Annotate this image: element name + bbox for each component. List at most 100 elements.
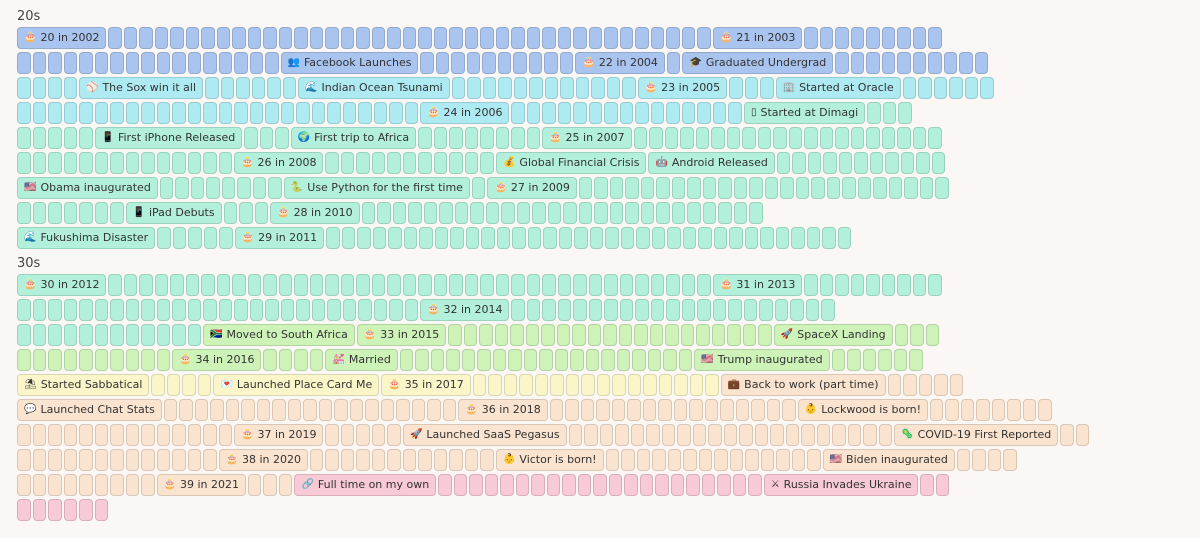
- week-cell[interactable]: [897, 27, 911, 49]
- week-cell[interactable]: [959, 52, 973, 74]
- week-cell[interactable]: [671, 177, 686, 199]
- week-cell[interactable]: [48, 102, 62, 124]
- week-cell[interactable]: [340, 152, 355, 174]
- event-week[interactable]: 🎂 38 in 2020: [218, 449, 308, 471]
- week-cell[interactable]: [557, 27, 572, 49]
- week-cell[interactable]: [265, 299, 279, 321]
- week-cell[interactable]: [565, 399, 579, 421]
- week-cell[interactable]: [182, 374, 196, 396]
- week-cell[interactable]: [656, 202, 670, 224]
- week-cell[interactable]: [695, 127, 710, 149]
- week-cell[interactable]: [123, 27, 138, 49]
- week-cell[interactable]: [433, 152, 448, 174]
- week-cell[interactable]: [980, 77, 994, 99]
- week-cell[interactable]: [811, 177, 825, 199]
- week-cell[interactable]: [742, 324, 757, 346]
- week-cell[interactable]: [451, 52, 465, 74]
- week-cell[interactable]: [650, 299, 665, 321]
- week-cell[interactable]: [480, 449, 494, 471]
- week-cell[interactable]: [573, 102, 587, 124]
- week-cell[interactable]: [32, 424, 46, 446]
- event-week[interactable]: 🎓 Graduated Undergrad: [682, 52, 834, 74]
- week-cell[interactable]: [17, 152, 31, 174]
- week-cell[interactable]: [795, 177, 810, 199]
- week-cell[interactable]: [897, 127, 911, 149]
- week-cell[interactable]: [635, 27, 649, 49]
- week-cell[interactable]: [110, 299, 124, 321]
- week-cell[interactable]: [760, 227, 774, 249]
- week-cell[interactable]: [733, 177, 748, 199]
- week-cell[interactable]: [701, 474, 716, 496]
- week-cell[interactable]: [79, 349, 93, 371]
- week-cell[interactable]: [467, 77, 481, 99]
- week-cell[interactable]: [729, 77, 743, 99]
- week-cell[interactable]: [634, 324, 648, 346]
- week-cell[interactable]: [912, 27, 927, 49]
- week-cell[interactable]: [826, 177, 841, 199]
- week-cell[interactable]: [633, 127, 648, 149]
- week-cell[interactable]: [655, 474, 669, 496]
- week-cell[interactable]: [702, 177, 717, 199]
- week-cell[interactable]: [495, 127, 510, 149]
- week-cell[interactable]: [387, 274, 401, 296]
- week-cell[interactable]: [543, 227, 557, 249]
- week-cell[interactable]: [557, 274, 572, 296]
- week-cell[interactable]: [349, 399, 364, 421]
- week-cell[interactable]: [311, 102, 325, 124]
- week-cell[interactable]: [280, 299, 294, 321]
- week-cell[interactable]: [325, 274, 339, 296]
- week-cell[interactable]: [744, 227, 759, 249]
- week-cell[interactable]: [902, 77, 917, 99]
- week-cell[interactable]: [665, 324, 679, 346]
- week-cell[interactable]: [606, 77, 621, 99]
- week-cell[interactable]: [139, 27, 153, 49]
- week-cell[interactable]: [666, 27, 680, 49]
- week-cell[interactable]: [464, 274, 479, 296]
- week-cell[interactable]: [627, 374, 642, 396]
- week-cell[interactable]: [156, 52, 170, 74]
- week-cell[interactable]: [640, 177, 655, 199]
- week-cell[interactable]: [650, 102, 665, 124]
- week-cell[interactable]: [501, 202, 515, 224]
- week-cell[interactable]: [804, 274, 818, 296]
- week-cell[interactable]: [909, 349, 923, 371]
- week-cell[interactable]: [418, 152, 432, 174]
- week-cell[interactable]: [894, 324, 909, 346]
- week-cell[interactable]: [897, 52, 911, 74]
- week-cell[interactable]: [79, 152, 93, 174]
- week-cell[interactable]: [928, 274, 942, 296]
- week-cell[interactable]: [790, 299, 804, 321]
- week-cell[interactable]: [847, 349, 861, 371]
- week-cell[interactable]: [832, 424, 846, 446]
- week-cell[interactable]: [925, 324, 940, 346]
- week-cell[interactable]: [712, 299, 727, 321]
- week-cell[interactable]: [218, 152, 232, 174]
- week-cell[interactable]: [544, 77, 559, 99]
- week-cell[interactable]: [387, 449, 401, 471]
- week-cell[interactable]: [63, 449, 77, 471]
- week-cell[interactable]: [702, 202, 717, 224]
- week-cell[interactable]: [819, 27, 834, 49]
- week-cell[interactable]: [712, 102, 727, 124]
- week-cell[interactable]: [94, 424, 108, 446]
- week-cell[interactable]: [388, 227, 402, 249]
- week-cell[interactable]: [404, 299, 418, 321]
- week-cell[interactable]: [681, 27, 696, 49]
- week-cell[interactable]: [185, 27, 200, 49]
- week-cell[interactable]: [542, 299, 556, 321]
- week-cell[interactable]: [125, 349, 139, 371]
- week-cell[interactable]: [760, 77, 774, 99]
- week-cell[interactable]: [280, 102, 294, 124]
- week-cell[interactable]: [663, 349, 677, 371]
- week-cell[interactable]: [79, 324, 93, 346]
- week-cell[interactable]: [718, 202, 732, 224]
- week-cell[interactable]: [141, 102, 155, 124]
- week-cell[interactable]: [625, 202, 639, 224]
- week-cell[interactable]: [48, 202, 62, 224]
- week-cell[interactable]: [402, 274, 417, 296]
- week-cell[interactable]: [532, 202, 546, 224]
- week-cell[interactable]: [759, 299, 773, 321]
- week-cell[interactable]: [203, 449, 217, 471]
- week-cell[interactable]: [512, 227, 526, 249]
- week-cell[interactable]: [125, 52, 139, 74]
